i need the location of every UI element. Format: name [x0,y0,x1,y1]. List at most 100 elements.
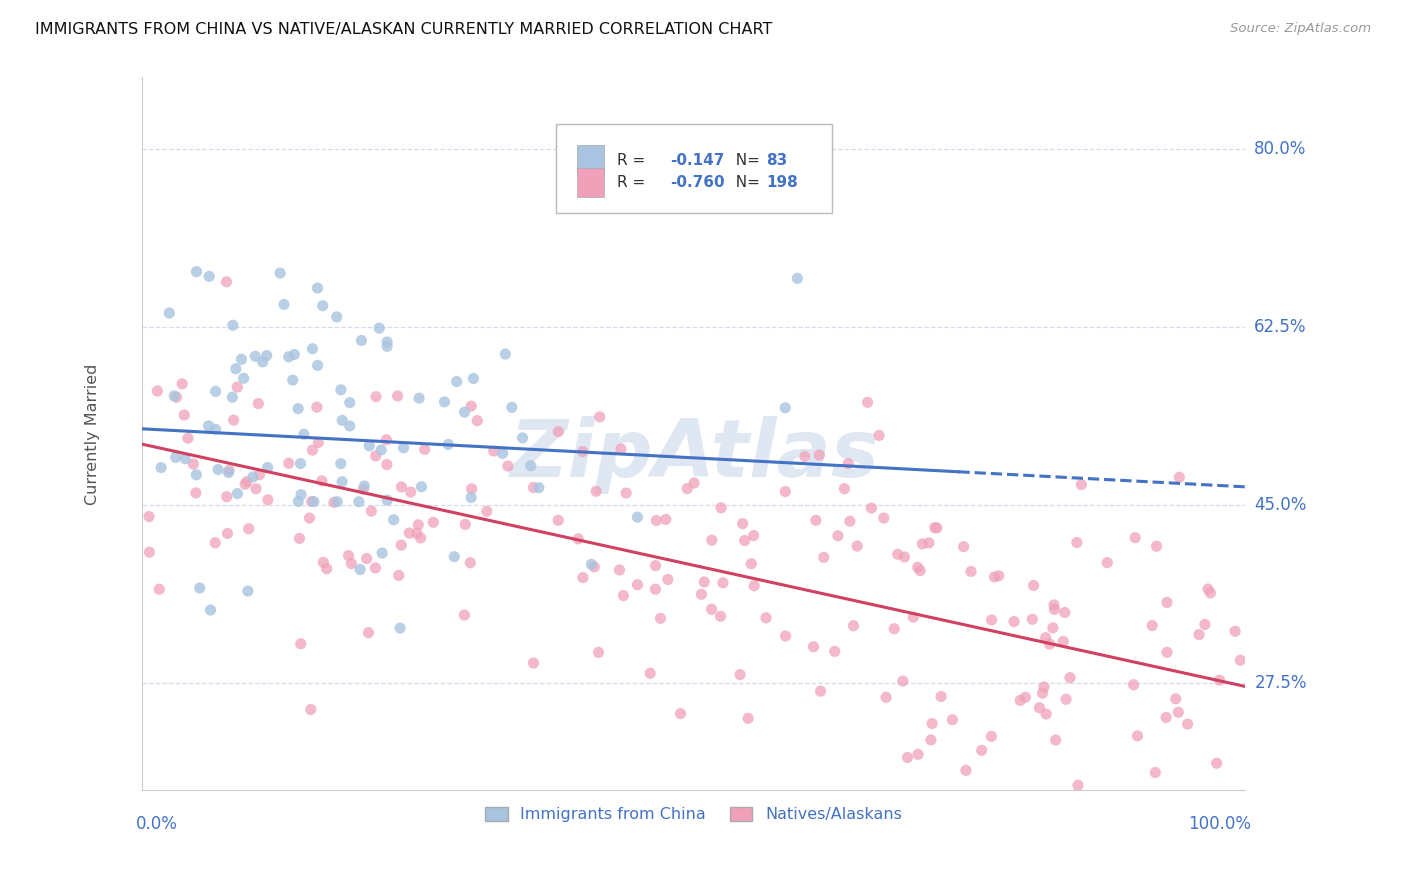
Point [465,414,488,428]
Point [883,622,905,636]
Text: ZipAtlas: ZipAtlas [509,417,879,494]
Point [626,510,648,524]
Text: IMMIGRANTS FROM CHINA VS NATIVE/ALASKAN CURRENTLY MARRIED CORRELATION CHART: IMMIGRANTS FROM CHINA VS NATIVE/ALASKAN … [35,22,772,37]
Point [408,391,430,405]
Point [924,521,946,535]
Point [527,481,550,495]
Point [1194,617,1216,632]
Point [177,431,200,445]
Point [941,713,963,727]
Point [891,674,914,689]
Point [1197,582,1219,596]
Text: 198: 198 [766,175,799,190]
Point [1188,627,1211,641]
Point [808,448,831,462]
Point [245,349,267,363]
Point [731,516,754,531]
FancyBboxPatch shape [555,124,831,213]
Point [387,389,409,403]
Point [339,395,361,409]
Point [571,444,593,458]
Point [150,460,173,475]
Point [242,470,264,484]
Point [375,339,398,353]
Point [364,390,387,404]
Point [146,384,169,398]
Point [1177,717,1199,731]
Point [929,690,952,704]
Point [903,610,925,624]
Point [207,462,229,476]
Point [1042,621,1064,635]
Text: -0.147: -0.147 [671,153,725,168]
Point [350,334,373,348]
Point [496,458,519,473]
Point [398,526,420,541]
Point [290,488,312,502]
Point [197,418,219,433]
Point [728,667,751,681]
Point [437,437,460,451]
Point [389,538,412,552]
Point [1122,678,1144,692]
Point [391,480,413,494]
Point [1066,535,1088,549]
Point [329,457,352,471]
Point [368,321,391,335]
Point [446,375,468,389]
Point [204,536,226,550]
Point [734,533,756,548]
Point [375,433,398,447]
Point [987,569,1010,583]
Point [236,584,259,599]
Point [1140,618,1163,632]
Point [225,361,247,376]
Point [970,743,993,757]
Text: 45.0%: 45.0% [1254,496,1306,514]
Point [406,517,429,532]
Point [204,422,226,436]
Point [433,395,456,409]
Point [458,556,481,570]
Point [700,602,723,616]
Point [375,493,398,508]
Point [382,513,405,527]
Point [454,517,477,532]
Point [1038,637,1060,651]
Text: 27.5%: 27.5% [1254,674,1306,692]
Point [860,501,883,516]
Point [896,750,918,764]
Point [360,504,382,518]
Point [1035,631,1057,645]
Point [290,637,312,651]
Point [893,549,915,564]
Point [217,526,239,541]
Point [399,485,422,500]
Point [1031,686,1053,700]
Point [257,492,280,507]
Point [138,545,160,559]
Point [655,512,678,526]
Point [413,442,436,457]
Point [1014,690,1036,705]
Point [567,532,589,546]
Text: Currently Married: Currently Married [84,363,100,505]
Point [277,456,299,470]
Point [650,611,672,625]
Point [911,537,934,551]
Point [347,494,370,508]
Point [842,618,865,632]
Point [804,513,827,527]
Point [626,578,648,592]
Point [775,629,797,643]
Point [925,521,948,535]
Point [353,479,375,493]
Point [299,702,322,716]
Point [803,640,825,654]
Point [612,589,634,603]
Point [460,482,482,496]
Point [370,442,392,457]
Point [245,482,267,496]
Point [301,494,323,508]
Point [281,373,304,387]
